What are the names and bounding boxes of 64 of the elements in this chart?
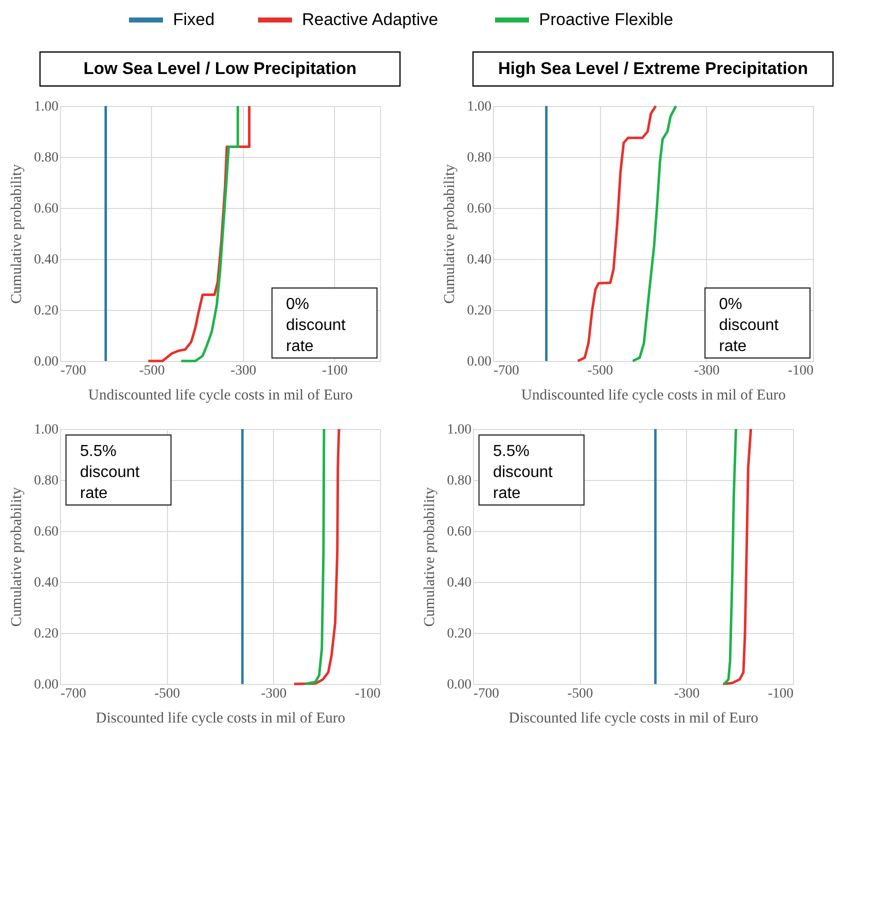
x-axis-title: Discounted life cycle costs in mil of Euro <box>508 710 758 726</box>
y-tick-label: 1.00 <box>467 100 492 114</box>
y-axis-title: Cumulative probability <box>9 486 25 627</box>
x-tick-label: -500 <box>139 364 165 378</box>
y-tick-label: 0.60 <box>34 524 58 540</box>
y-tick-label: 0.00 <box>447 678 472 692</box>
y-tick-label: 1.00 <box>34 100 58 114</box>
y-tick-label: 0.80 <box>447 474 472 488</box>
y-tick-label: 0.60 <box>467 202 492 216</box>
line-series <box>180 104 240 362</box>
annotation: 0% discount rate <box>719 296 780 355</box>
x-tick-label: -700 <box>474 686 500 702</box>
y-tick-label: 0.00 <box>467 354 492 370</box>
y-tick-label: 0.20 <box>447 626 472 642</box>
annotation: 5.5% discount rate <box>80 443 140 502</box>
x-tick-label: -700 <box>60 364 86 378</box>
y-tick-label: 0.40 <box>467 252 492 268</box>
x-tick-label: -300 <box>694 364 720 378</box>
legend-label: Proactive Flexible <box>539 10 674 29</box>
y-tick-label: 0.00 <box>34 354 58 370</box>
y-axis-title: Cumulative probability <box>9 164 25 304</box>
y-tick-label: 0.20 <box>34 626 58 642</box>
x-tick-label: -700 <box>494 364 520 378</box>
chart-title: Low Sea Level / Low Precipitation <box>83 59 357 78</box>
y-tick-label: 0.60 <box>34 202 58 216</box>
legend-label: Reactive Adaptive <box>302 10 438 29</box>
chart-title: High Sea Level / Extreme Precipitation <box>498 59 808 78</box>
line-series <box>304 428 326 686</box>
x-tick-label: -700 <box>60 686 86 702</box>
y-tick-label: 0.00 <box>34 678 58 692</box>
y-tick-label: 0.20 <box>34 304 58 318</box>
annotation: 0% discount rate <box>286 296 346 355</box>
y-axis-title: Cumulative probability <box>422 486 438 627</box>
annotation: 5.5% discount rate <box>493 443 554 502</box>
x-tick-label: -300 <box>260 686 287 702</box>
x-axis-title: Discounted life cycle costs in mil of Euro <box>96 710 346 726</box>
x-tick-label: -500 <box>567 686 594 702</box>
x-tick-label: -100 <box>354 686 380 702</box>
y-axis-title: Cumulative probability <box>442 164 458 304</box>
y-tick-label: 0.60 <box>447 524 472 540</box>
x-tick-label: -100 <box>322 364 348 378</box>
line-series <box>576 104 657 362</box>
x-tick-label: -100 <box>768 686 794 702</box>
y-tick-label: 0.80 <box>34 150 58 166</box>
line-series <box>631 104 678 362</box>
line-series <box>722 428 738 686</box>
y-tick-label: 0.80 <box>34 474 58 488</box>
y-tick-label: 0.40 <box>447 576 472 590</box>
x-tick-label: -300 <box>230 364 256 378</box>
y-tick-label: 1.00 <box>34 422 58 438</box>
y-tick-label: 0.80 <box>467 150 492 166</box>
y-tick-label: 0.40 <box>34 252 58 268</box>
x-axis-title: Undiscounted life cycle costs in mil of Euro <box>521 388 786 404</box>
line-series <box>722 428 752 686</box>
y-tick-label: 1.00 <box>447 422 472 438</box>
x-tick-label: -500 <box>587 364 614 378</box>
y-tick-label: 0.20 <box>467 304 492 318</box>
x-tick-label: -500 <box>154 686 180 702</box>
legend-label: Fixed <box>173 10 215 29</box>
line-series <box>292 428 340 686</box>
x-tick-label: -100 <box>788 364 814 378</box>
y-tick-label: 0.40 <box>34 576 58 590</box>
x-tick-label: -300 <box>674 686 700 702</box>
x-axis-title: Undiscounted life cycle costs in mil of Euro <box>88 388 353 404</box>
